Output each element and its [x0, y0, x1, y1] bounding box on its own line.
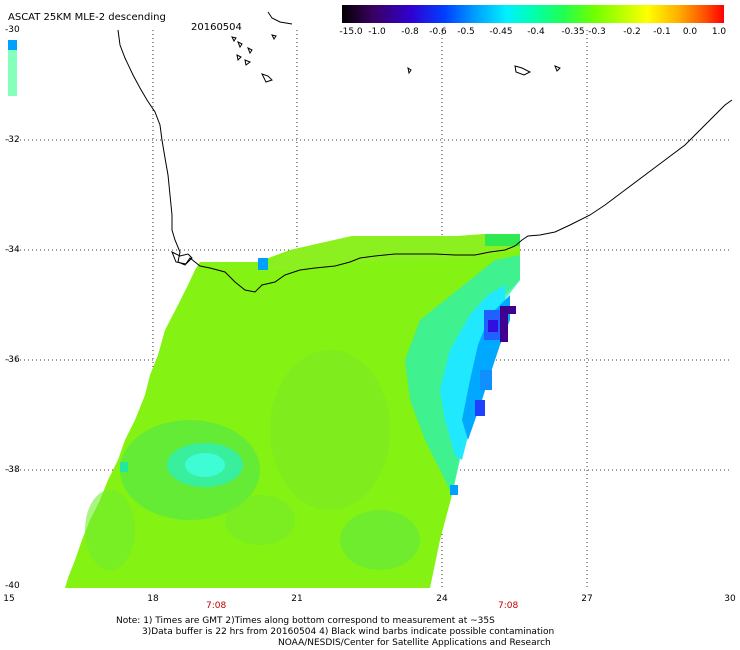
colorbar-label: -0.6	[429, 27, 447, 37]
colorbar	[342, 5, 724, 23]
lat-tick: -40	[5, 581, 20, 591]
colorbar-label: -0.5	[457, 27, 475, 37]
coastline	[117, 11, 733, 293]
lat-tick: -36	[5, 355, 20, 365]
note-line-1: Note: 1) Times are GMT 2)Times along bot…	[116, 616, 495, 626]
map-plot	[8, 11, 733, 588]
pass-time: 7:08	[498, 601, 519, 611]
colorbar-label: -0.8	[401, 27, 419, 37]
note-line-3: NOAA/NESDIS/Center for Satellite Applica…	[278, 638, 551, 648]
colorbar-label: -0.45	[489, 27, 513, 37]
map-title: ASCAT 25KM MLE-2 descending	[8, 12, 166, 23]
colorbar-label: -0.4	[527, 27, 545, 37]
colorbar-label: 1.0	[711, 27, 727, 37]
lat-tick: -38	[5, 465, 20, 475]
wind-swath	[65, 234, 520, 588]
colorbar-label: -0.3	[588, 27, 606, 37]
lat-tick: -34	[5, 245, 20, 255]
note-line-2: 3)Data buffer is 22 hrs from 20160504 4)…	[142, 627, 555, 637]
colorbar-label: -0.2	[623, 27, 641, 37]
lon-tick: 15	[3, 594, 15, 604]
colorbar-label: 0.0	[682, 27, 698, 37]
colorbar-label: -1.0	[368, 27, 386, 37]
lon-tick: 30	[724, 594, 736, 604]
lat-tick: -30	[5, 25, 20, 35]
colorbar-label: -0.35	[561, 27, 585, 37]
lon-tick: 18	[147, 594, 159, 604]
lon-tick: 27	[581, 594, 593, 604]
colorbar-label: -0.1	[653, 27, 671, 37]
pass-time: 7:08	[206, 601, 227, 611]
map-date: 20160504	[191, 22, 242, 33]
lon-tick: 24	[436, 594, 448, 604]
colorbar-label: -15.0	[339, 27, 363, 37]
lon-tick: 21	[291, 594, 303, 604]
lat-tick: -32	[5, 135, 20, 145]
